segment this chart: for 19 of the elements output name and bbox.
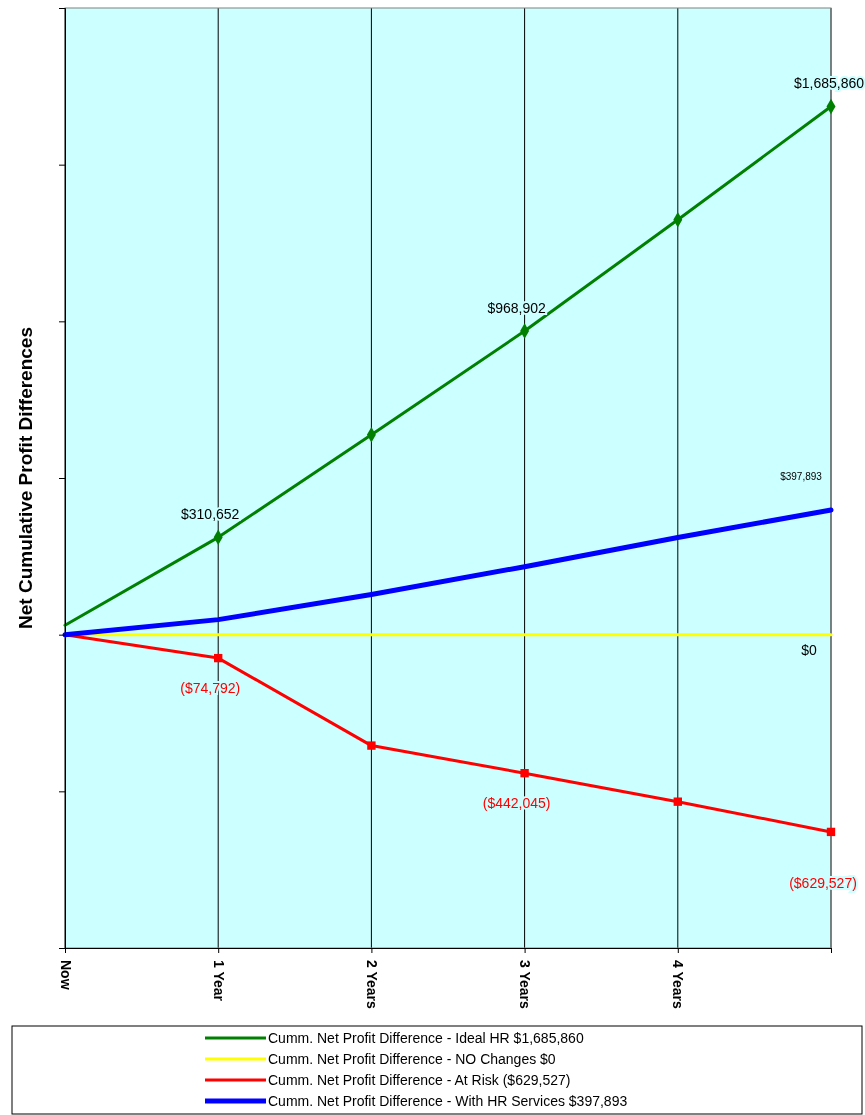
legend-label: Cumm. Net Profit Difference - NO Changes $0	[268, 1051, 556, 1067]
data-label: $397,893	[780, 470, 823, 482]
point	[214, 653, 223, 663]
legend-label: Cumm. Net Profit Difference - At Risk ($629,527)	[268, 1072, 571, 1088]
x-tick-label: Now	[57, 960, 74, 990]
x-tick-label: 1 Year	[210, 960, 227, 1002]
point	[826, 827, 836, 837]
point	[673, 797, 682, 806]
data-label: $1,685,860	[793, 75, 865, 92]
data-label: ($629,527)	[789, 874, 857, 891]
data-label: $0	[801, 641, 817, 658]
point	[367, 741, 376, 750]
x-tick-label: 4 Years	[670, 960, 687, 1010]
x-tick-label: 2 Years	[364, 960, 380, 1010]
y-axis-title: Net Cumulative Profit Differences	[15, 327, 36, 629]
x-tick-label: 3 Years	[517, 960, 534, 1010]
legend-label: Cumm. Net Profit Difference - Ideal HR $1,685,860	[268, 1030, 584, 1046]
point	[520, 768, 529, 778]
legend-label: Cumm. Net Profit Difference - With HR Services $397,893	[268, 1093, 628, 1109]
